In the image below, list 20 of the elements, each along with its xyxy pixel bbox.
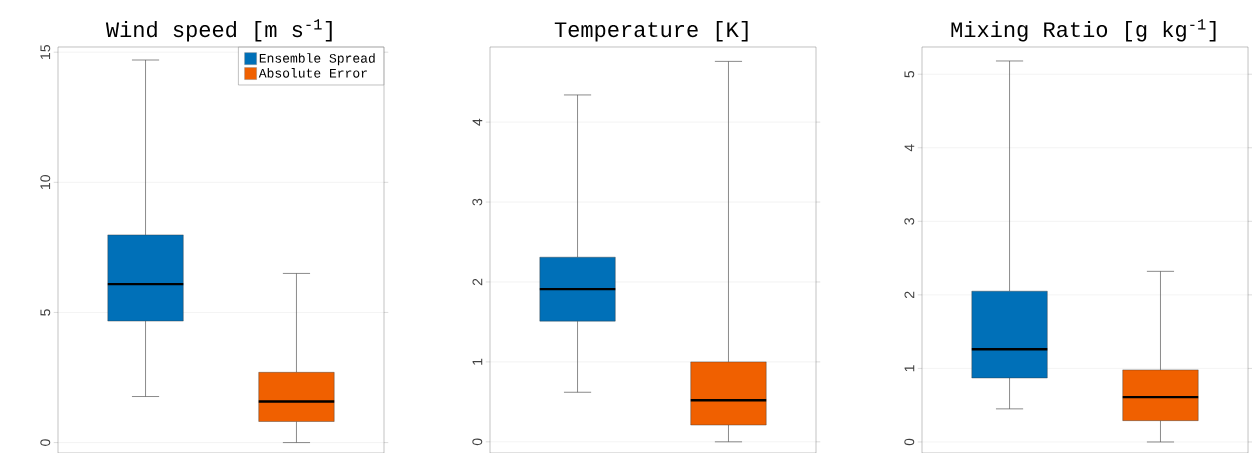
y-tick-label: 0 (904, 438, 915, 446)
y-tick-label: 4 (472, 118, 483, 126)
y-tick-label: 2 (904, 291, 915, 299)
y-tick-label: 0 (40, 439, 51, 446)
y-tick-label: 3 (904, 218, 915, 225)
y-tick-label: 1 (472, 358, 483, 365)
legend-label: Absolute Error (258, 68, 367, 78)
y-tick-label: 3 (472, 198, 483, 206)
y-tick-label: 10 (40, 175, 51, 190)
y-tick-label: 1 (904, 365, 915, 372)
y-tick-label: 2 (472, 278, 483, 286)
y-tick-label: 5 (904, 70, 915, 78)
y-tick-label: 0 (472, 438, 483, 446)
y-tick-label: 4 (904, 144, 915, 152)
chart-title: Wind speed [m s$^{-1}$] (105, 19, 332, 42)
chart-title: Mixing Ratio [g kg$^{-1}$] (951, 19, 1216, 42)
y-tick-label: 5 (40, 309, 51, 316)
chart-title: Temperature [K] (554, 20, 748, 42)
y-tick-label: 15 (40, 45, 51, 59)
legend-label: Ensemble Spread (259, 53, 375, 66)
